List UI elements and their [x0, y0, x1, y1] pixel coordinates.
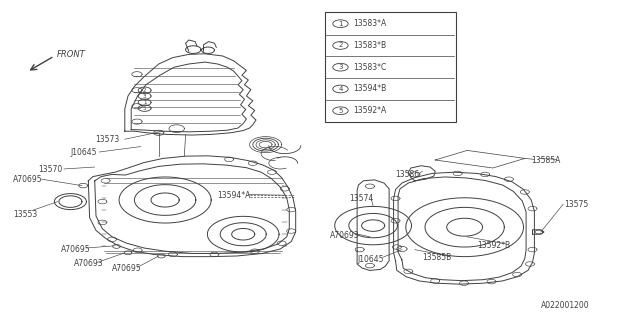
Text: A70695: A70695: [61, 245, 90, 254]
Text: 1: 1: [143, 100, 147, 105]
Text: 13585A: 13585A: [531, 156, 561, 164]
Text: 13573: 13573: [95, 135, 119, 144]
Text: J10645: J10645: [70, 148, 97, 156]
Text: FRONT: FRONT: [56, 50, 85, 59]
Text: 3: 3: [143, 93, 147, 99]
Text: A022001200: A022001200: [541, 301, 589, 310]
Text: 4: 4: [339, 86, 342, 92]
Text: 13583*B: 13583*B: [353, 41, 387, 50]
Text: 13553: 13553: [13, 210, 37, 219]
Text: A70695: A70695: [13, 175, 42, 184]
Text: J10645: J10645: [357, 255, 383, 264]
Text: 2: 2: [143, 88, 147, 93]
Text: 5: 5: [339, 108, 342, 114]
Text: 13583*A: 13583*A: [353, 19, 387, 28]
Text: 13594*B: 13594*B: [353, 84, 387, 93]
Text: 13574: 13574: [349, 194, 373, 203]
Text: A70695: A70695: [112, 264, 141, 273]
Text: 13583*C: 13583*C: [353, 63, 387, 72]
Text: A70693: A70693: [74, 260, 103, 268]
Text: 13594*A: 13594*A: [218, 191, 251, 200]
Text: 13585B: 13585B: [422, 253, 452, 262]
Text: A70693: A70693: [330, 231, 359, 240]
Text: 3: 3: [338, 64, 343, 70]
Text: 13570: 13570: [38, 165, 63, 174]
Text: 13575: 13575: [564, 200, 589, 209]
Text: 1: 1: [338, 21, 343, 27]
Text: 5: 5: [143, 106, 147, 111]
Text: 13592*B: 13592*B: [477, 241, 510, 250]
Text: 2: 2: [339, 43, 342, 48]
Text: 13592*A: 13592*A: [353, 106, 387, 115]
Text: 13586: 13586: [396, 170, 420, 179]
FancyBboxPatch shape: [325, 12, 456, 122]
